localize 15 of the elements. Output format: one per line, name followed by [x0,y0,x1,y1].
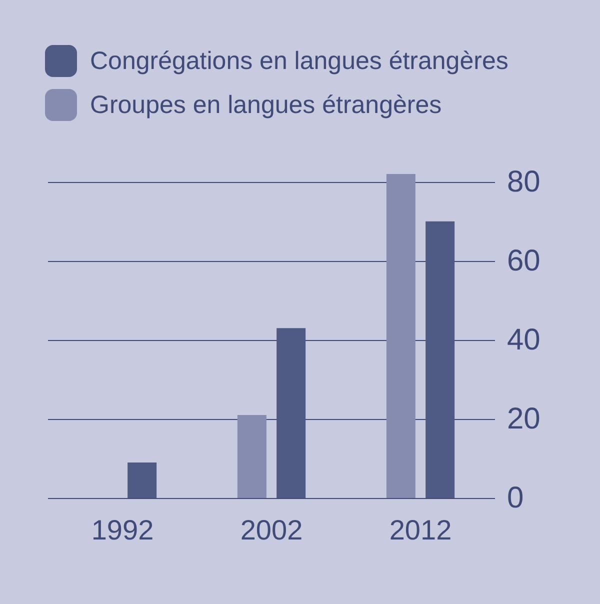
bar [128,462,157,498]
y-tick-label: 60 [507,244,540,278]
y-tick-label: 40 [507,323,540,356]
y-tick-label: 80 [507,165,540,198]
x-tick-label: 2002 [240,514,303,546]
legend-label: Groupes en langues étrangères [90,91,442,119]
legend-label: Congrégations en langues étrangères [90,47,508,75]
bar [386,174,416,498]
bar [276,328,306,498]
bar [426,221,455,498]
y-tick-label: 0 [507,482,524,514]
bar [237,415,266,498]
y-tick-label: 20 [507,402,540,436]
x-tick-label: 1992 [91,514,154,546]
x-tick-label: 2012 [389,514,452,546]
